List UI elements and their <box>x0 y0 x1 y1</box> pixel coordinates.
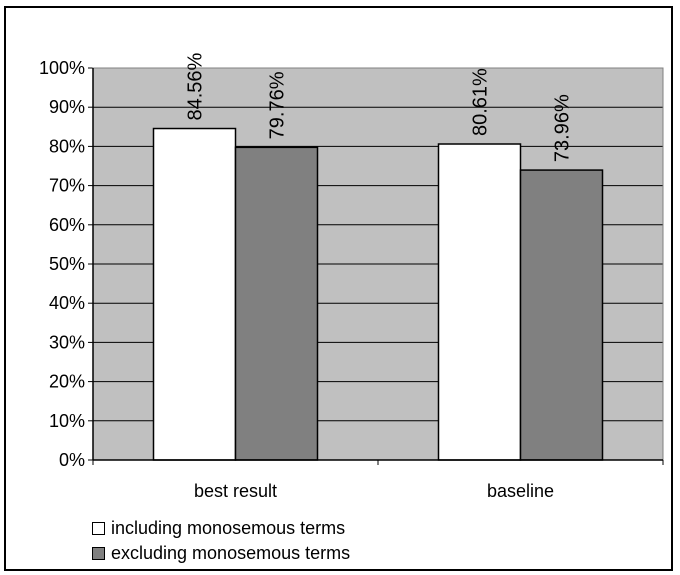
y-tick-label: 30% <box>49 332 85 352</box>
x-tick-label: best result <box>194 481 277 501</box>
legend-swatch-including <box>92 521 105 535</box>
legend-swatch-excluding <box>92 546 105 560</box>
x-tick-label: baseline <box>487 481 554 501</box>
y-tick-label: 40% <box>49 293 85 313</box>
legend-label-excluding: excluding monosemous terms <box>111 542 351 563</box>
y-tick-label: 0% <box>59 450 85 470</box>
y-tick-label: 60% <box>49 215 85 235</box>
data-label: 73.96% <box>552 94 574 162</box>
y-tick-label: 70% <box>49 176 85 196</box>
legend-item-excluding: excluding monosemous terms <box>92 542 350 564</box>
legend-item-including: including monosemous terms <box>92 517 345 539</box>
y-tick-label: 20% <box>49 372 85 392</box>
y-tick-label: 50% <box>49 254 85 274</box>
data-label: 79.76% <box>267 71 289 139</box>
y-tick-label: 90% <box>49 97 85 117</box>
legend-label-including: including monosemous terms <box>111 517 346 538</box>
bar <box>437 143 522 461</box>
data-label: 84.56% <box>185 52 207 120</box>
y-tick-label: 100% <box>39 58 85 78</box>
bar <box>234 146 319 461</box>
data-label: 80.61% <box>470 68 492 136</box>
y-tick-label: 80% <box>49 136 85 156</box>
bar <box>519 169 604 461</box>
y-tick-label: 10% <box>49 411 85 431</box>
bar <box>152 127 237 461</box>
